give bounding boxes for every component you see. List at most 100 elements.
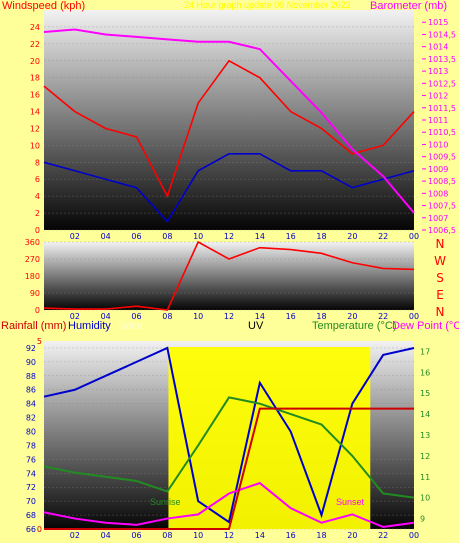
compass-label: N (436, 305, 445, 319)
rainfall-title: Rainfall (mm) (1, 320, 67, 332)
bottom-series-0 (43, 346, 415, 524)
barometer-tick-label: 1008,5 (428, 177, 456, 186)
barometer-tick-label: 1013,5 (428, 55, 456, 64)
barometer-tick-label: 1007,5 (428, 202, 456, 211)
humidity-tick-label: 88 (26, 372, 36, 381)
barometer-tick-label: 1014,5 (428, 30, 456, 39)
x-tick-label: 22 (378, 531, 388, 540)
x-tick-label: 12 (224, 232, 234, 241)
x-tick-label: 18 (316, 312, 326, 321)
barometer-tick-label: 1011 (428, 116, 448, 125)
barometer-tick-label: 1006,5 (428, 226, 456, 235)
direction-tick-label: 270 (25, 255, 40, 264)
barometer-tick-label: 1012,5 (428, 79, 456, 88)
uv-title: UV (248, 320, 264, 332)
wind-tick-label: 22 (30, 40, 40, 49)
x-tick-label: 08 (162, 531, 172, 540)
x-tick-label: 02 (70, 531, 80, 540)
humidity-tick-label: 70 (26, 497, 36, 506)
barometer-tick-label: 1009 (428, 165, 448, 174)
temperature-tick-label: 10 (420, 494, 430, 503)
barometer-tick-label: 1008 (428, 189, 448, 198)
wind-tick-label: 10 (30, 141, 40, 150)
humidity-tick-label: 84 (26, 400, 36, 409)
x-tick-label: 16 (286, 312, 296, 321)
barometer-tick-label: 1012 (428, 92, 448, 101)
bottom-series-1 (43, 396, 415, 499)
x-tick-label: 12 (224, 312, 234, 321)
top-series-1 (43, 153, 415, 223)
wind-tick-label: 0 (35, 226, 40, 235)
temperature-tick-label: 9 (420, 515, 425, 524)
temperature-title: Temperature (°C) (312, 320, 397, 332)
humidity-tick-label: 78 (26, 441, 36, 450)
humidity-tick-label: 90 (26, 358, 36, 367)
rain-tick-label: 0 (37, 525, 42, 534)
barometer-tick-label: 1014 (428, 43, 448, 52)
x-tick-label: 16 (286, 531, 296, 540)
dewpoint-title: Dew Point (°C) (392, 320, 459, 332)
x-tick-label: 06 (131, 312, 141, 321)
x-tick-label: 10 (193, 232, 203, 241)
x-tick-label: 06 (131, 232, 141, 241)
x-tick-label: 16 (286, 232, 296, 241)
rain-tick-label: 5 (37, 337, 42, 346)
compass-label: S (436, 271, 444, 285)
bottom-series-3 (44, 407, 414, 530)
temperature-tick-label: 15 (420, 389, 430, 398)
temperature-tick-label: 16 (420, 368, 430, 377)
x-tick-label: 04 (101, 531, 111, 540)
x-tick-label: 14 (255, 232, 265, 241)
humidity-title: Humidity (68, 320, 111, 332)
x-tick-label: 00 (409, 531, 419, 540)
x-tick-label: 06 (131, 531, 141, 540)
x-tick-label: 08 (162, 232, 172, 241)
x-tick-label: 14 (255, 531, 265, 540)
wind-tick-label: 16 (30, 91, 40, 100)
x-tick-label: 20 (347, 232, 357, 241)
direction-tick-label: 180 (25, 272, 40, 281)
x-tick-label: 22 (378, 232, 388, 241)
barometer-tick-label: 1010 (428, 140, 448, 149)
direction-tick-label: 90 (30, 289, 40, 298)
compass-label: E (436, 288, 444, 302)
temperature-tick-label: 13 (420, 431, 430, 440)
humidity-tick-label: 76 (26, 455, 36, 464)
temperature-tick-label: 14 (420, 410, 430, 419)
barometer-title: Barometer (mb) (370, 0, 448, 12)
compass-label: N (436, 237, 445, 251)
wind-tick-label: 4 (35, 192, 40, 201)
x-tick-label: 02 (70, 312, 80, 321)
direction-tick-label: 0 (35, 306, 40, 315)
chart-update-title: 24 Hour graph update 09 November 2022 (184, 0, 351, 10)
barometer-tick-label: 1015 (428, 18, 448, 27)
humidity-tick-label: 66 (26, 525, 36, 534)
temperature-tick-label: 12 (420, 452, 430, 461)
humidity-tick-label: 72 (26, 483, 36, 492)
wind-tick-label: 2 (35, 209, 40, 218)
x-tick-label: 20 (347, 531, 357, 540)
x-tick-label: 00 (409, 232, 419, 241)
x-tick-label: 12 (224, 531, 234, 540)
wind-tick-label: 8 (35, 158, 40, 167)
temperature-tick-label: 11 (420, 473, 430, 482)
wind-tick-label: 20 (30, 57, 40, 66)
barometer-tick-label: 1009,5 (428, 153, 456, 162)
sunrise-label: Sunrise (150, 497, 181, 507)
windspeed-title: Windspeed (kph) (2, 0, 86, 12)
barometer-tick-label: 1010,5 (428, 128, 456, 137)
compass-label: W (434, 254, 446, 268)
wind-tick-label: 18 (30, 74, 40, 83)
x-tick-label: 18 (316, 232, 326, 241)
x-tick-label: 02 (70, 232, 80, 241)
wind-tick-label: 24 (30, 23, 40, 32)
top-series-0 (43, 59, 415, 199)
humidity-tick-label: 80 (26, 428, 36, 437)
wind-tick-label: 6 (35, 175, 40, 184)
top-series-2 (43, 28, 415, 214)
x-tick-label: 04 (101, 232, 111, 241)
wind-tick-label: 14 (30, 108, 40, 117)
x-tick-label: 18 (316, 531, 326, 540)
humidity-tick-label: 92 (26, 344, 36, 353)
